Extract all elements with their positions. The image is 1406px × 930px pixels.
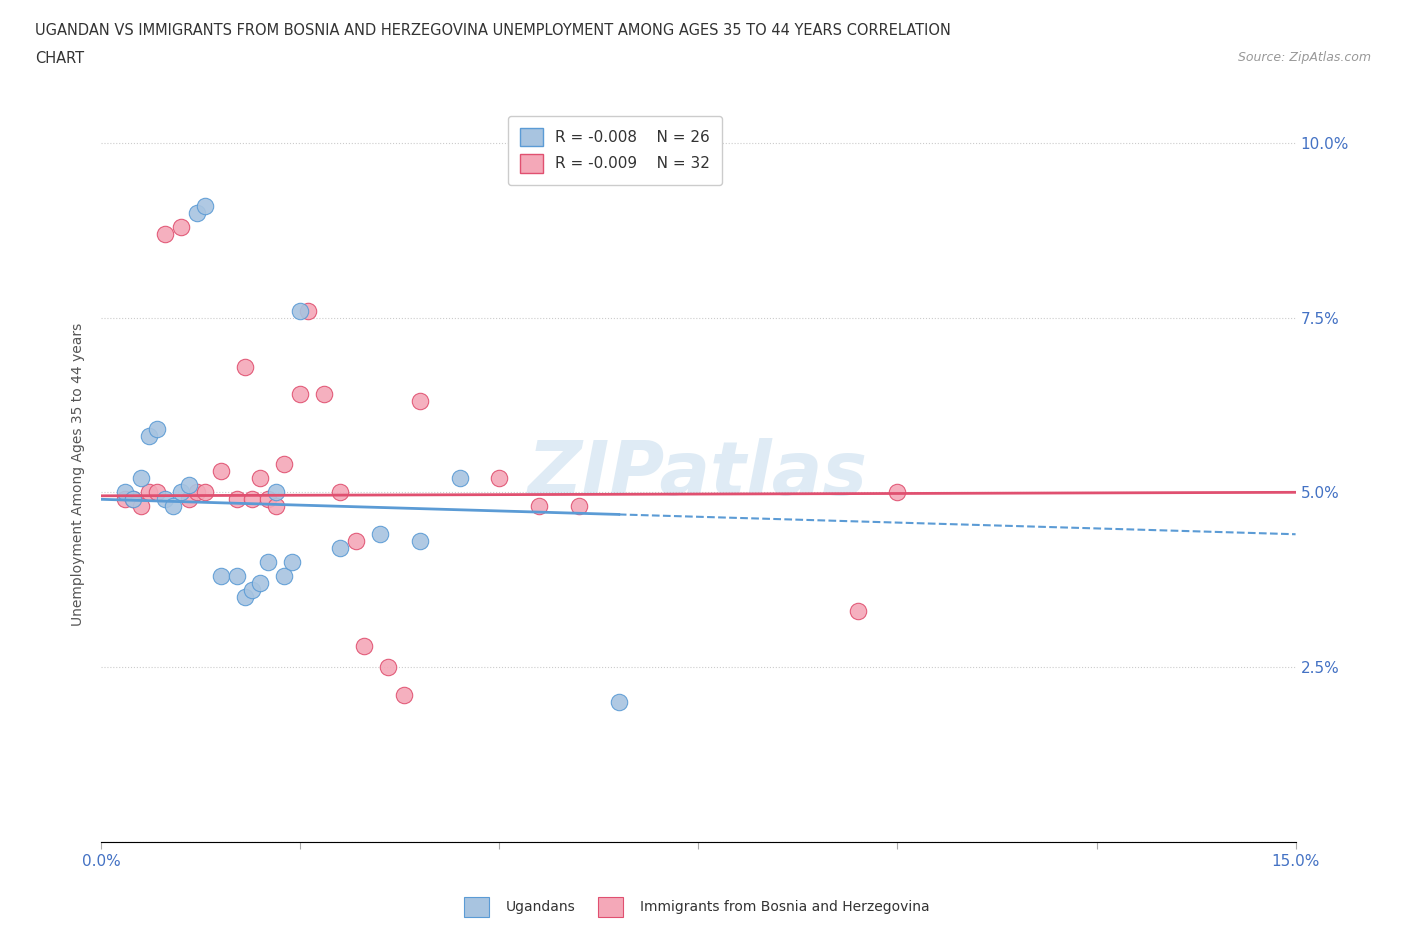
Point	[249, 576, 271, 591]
Point	[527, 498, 550, 513]
Point	[273, 569, 295, 584]
Point	[353, 639, 375, 654]
Text: Source: ZipAtlas.com: Source: ZipAtlas.com	[1237, 51, 1371, 64]
Point	[186, 485, 208, 499]
Point	[297, 303, 319, 318]
Text: UGANDAN VS IMMIGRANTS FROM BOSNIA AND HERZEGOVINA UNEMPLOYMENT AMONG AGES 35 TO : UGANDAN VS IMMIGRANTS FROM BOSNIA AND HE…	[35, 23, 950, 38]
Point	[488, 471, 510, 485]
Point	[114, 485, 136, 499]
Point	[249, 471, 271, 485]
Point	[281, 555, 304, 570]
Point	[392, 687, 415, 702]
Point	[122, 492, 145, 507]
Point	[146, 485, 169, 499]
Point	[568, 498, 591, 513]
Point	[329, 540, 352, 555]
Point	[153, 226, 176, 241]
Point	[329, 485, 352, 499]
Point	[344, 534, 367, 549]
Point	[233, 590, 256, 604]
Point	[846, 604, 869, 618]
Point	[377, 659, 399, 674]
Point	[194, 485, 217, 499]
Point	[209, 569, 232, 584]
Point	[314, 387, 336, 402]
Point	[122, 492, 145, 507]
Point	[266, 498, 288, 513]
Point	[449, 471, 471, 485]
Point	[209, 464, 232, 479]
Point	[138, 485, 160, 499]
Point	[886, 485, 908, 499]
Point	[233, 359, 256, 374]
Point	[177, 492, 200, 507]
Point	[290, 387, 312, 402]
Point	[114, 492, 136, 507]
Point	[153, 492, 176, 507]
Text: ZIPatlas: ZIPatlas	[529, 438, 869, 512]
Point	[409, 534, 432, 549]
Point	[266, 485, 288, 499]
Point	[607, 695, 630, 710]
Point	[186, 206, 208, 220]
Point	[409, 394, 432, 409]
Y-axis label: Unemployment Among Ages 35 to 44 years: Unemployment Among Ages 35 to 44 years	[72, 324, 86, 627]
Point	[225, 492, 247, 507]
Point	[170, 485, 193, 499]
Legend: R = -0.008    N = 26, R = -0.009    N = 32: R = -0.008 N = 26, R = -0.009 N = 32	[508, 115, 723, 185]
Point	[177, 478, 200, 493]
Point	[129, 498, 152, 513]
Point	[257, 555, 280, 570]
Point	[138, 429, 160, 444]
Text: Ugandans: Ugandans	[506, 899, 576, 914]
Point	[257, 492, 280, 507]
Text: CHART: CHART	[35, 51, 84, 66]
Point	[129, 471, 152, 485]
Point	[368, 526, 391, 541]
Point	[194, 198, 217, 213]
Point	[273, 457, 295, 472]
Point	[242, 492, 264, 507]
Point	[225, 569, 247, 584]
Point	[170, 219, 193, 234]
Point	[290, 303, 312, 318]
Point	[162, 498, 184, 513]
Point	[242, 583, 264, 598]
Point	[146, 422, 169, 437]
Text: Immigrants from Bosnia and Herzegovina: Immigrants from Bosnia and Herzegovina	[640, 899, 929, 914]
